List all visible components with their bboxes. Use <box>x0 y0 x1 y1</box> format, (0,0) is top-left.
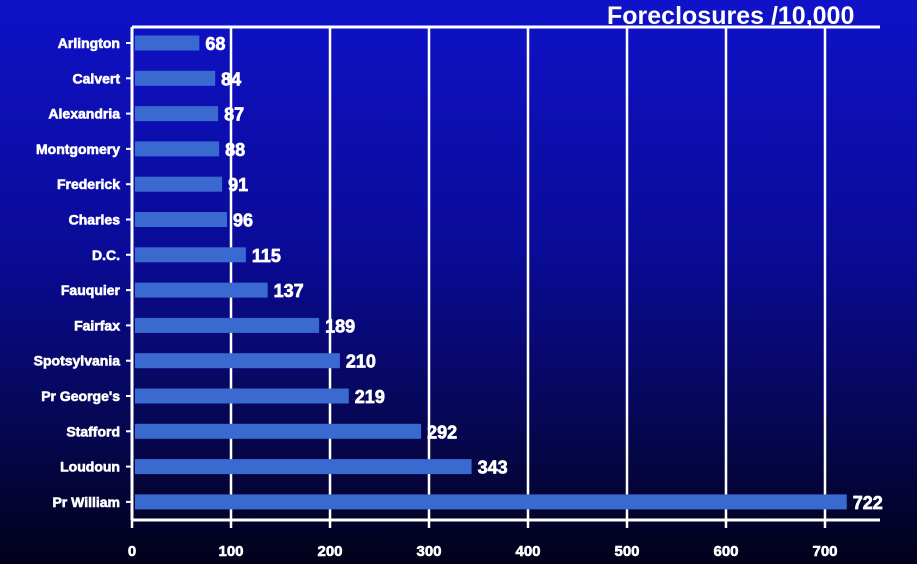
value-label: 96 <box>233 211 253 231</box>
value-label: 722 <box>853 493 883 513</box>
value-label: 137 <box>274 281 304 301</box>
x-tick-label-100: 100 <box>218 543 243 560</box>
bar-calvert <box>135 70 216 86</box>
category-label: Alexandria <box>48 106 120 122</box>
category-label: Frederick <box>57 176 120 192</box>
bar-pr-george-s <box>135 388 349 404</box>
x-tick-label-600: 600 <box>713 543 738 560</box>
bar-loudoun <box>135 459 472 475</box>
category-label: Montgomery <box>36 141 120 157</box>
category-label: Loudoun <box>60 459 120 475</box>
bar-alexandria <box>135 106 219 122</box>
value-label: 292 <box>427 422 457 442</box>
category-label: Pr William <box>52 494 120 510</box>
value-label: 210 <box>346 352 376 372</box>
bar-fairfax <box>135 317 320 333</box>
category-label: D.C. <box>92 247 120 263</box>
bar-stafford <box>135 423 422 439</box>
value-label: 343 <box>478 458 508 478</box>
grid-layer <box>126 25 880 528</box>
value-label: 91 <box>228 175 248 195</box>
category-label: Fauquier <box>61 282 121 298</box>
bar-pr-william <box>135 494 847 510</box>
value-label: 115 <box>252 246 281 266</box>
category-label: Stafford <box>66 423 120 439</box>
bar-layer <box>135 35 847 510</box>
x-axis-tick-labels: 0 100 200 300 400 500 600 700 <box>128 543 838 561</box>
category-label: Pr George's <box>41 388 120 404</box>
x-tick-label-200: 200 <box>317 543 342 560</box>
bar-arlington <box>135 35 200 51</box>
value-label: 68 <box>205 34 225 54</box>
bar-d-c- <box>135 247 246 263</box>
category-label: Fairfax <box>74 317 120 333</box>
chart-title: Foreclosures /10,000 <box>607 2 854 30</box>
bar-fauquier <box>135 282 268 298</box>
bar-frederick <box>135 176 223 192</box>
x-tick-label-400: 400 <box>515 543 540 560</box>
bar-spotsylvania <box>135 353 340 369</box>
x-tick-label-0: 0 <box>128 543 136 560</box>
category-label: Arlington <box>58 35 120 51</box>
bar-charles <box>135 212 228 227</box>
category-label: Calvert <box>73 70 121 86</box>
x-tick-label-300: 300 <box>416 543 441 560</box>
value-label: 189 <box>325 316 355 336</box>
value-label: 87 <box>224 105 244 125</box>
category-label: Spotsylvania <box>34 353 121 369</box>
category-label: Charles <box>69 212 121 228</box>
value-label: 84 <box>221 69 241 89</box>
x-tick-label-700: 700 <box>812 543 837 560</box>
x-tick-label-500: 500 <box>614 543 639 560</box>
bar-montgomery <box>135 141 220 157</box>
value-label: 219 <box>355 387 385 407</box>
value-label: 88 <box>225 140 245 160</box>
category-labels: Arlington Calvert Alexandria Montgomery Fred… <box>33 35 121 510</box>
value-labels: 68 84 87 88 91 96 115 137 189 210 219 292 343 722 <box>205 34 883 514</box>
